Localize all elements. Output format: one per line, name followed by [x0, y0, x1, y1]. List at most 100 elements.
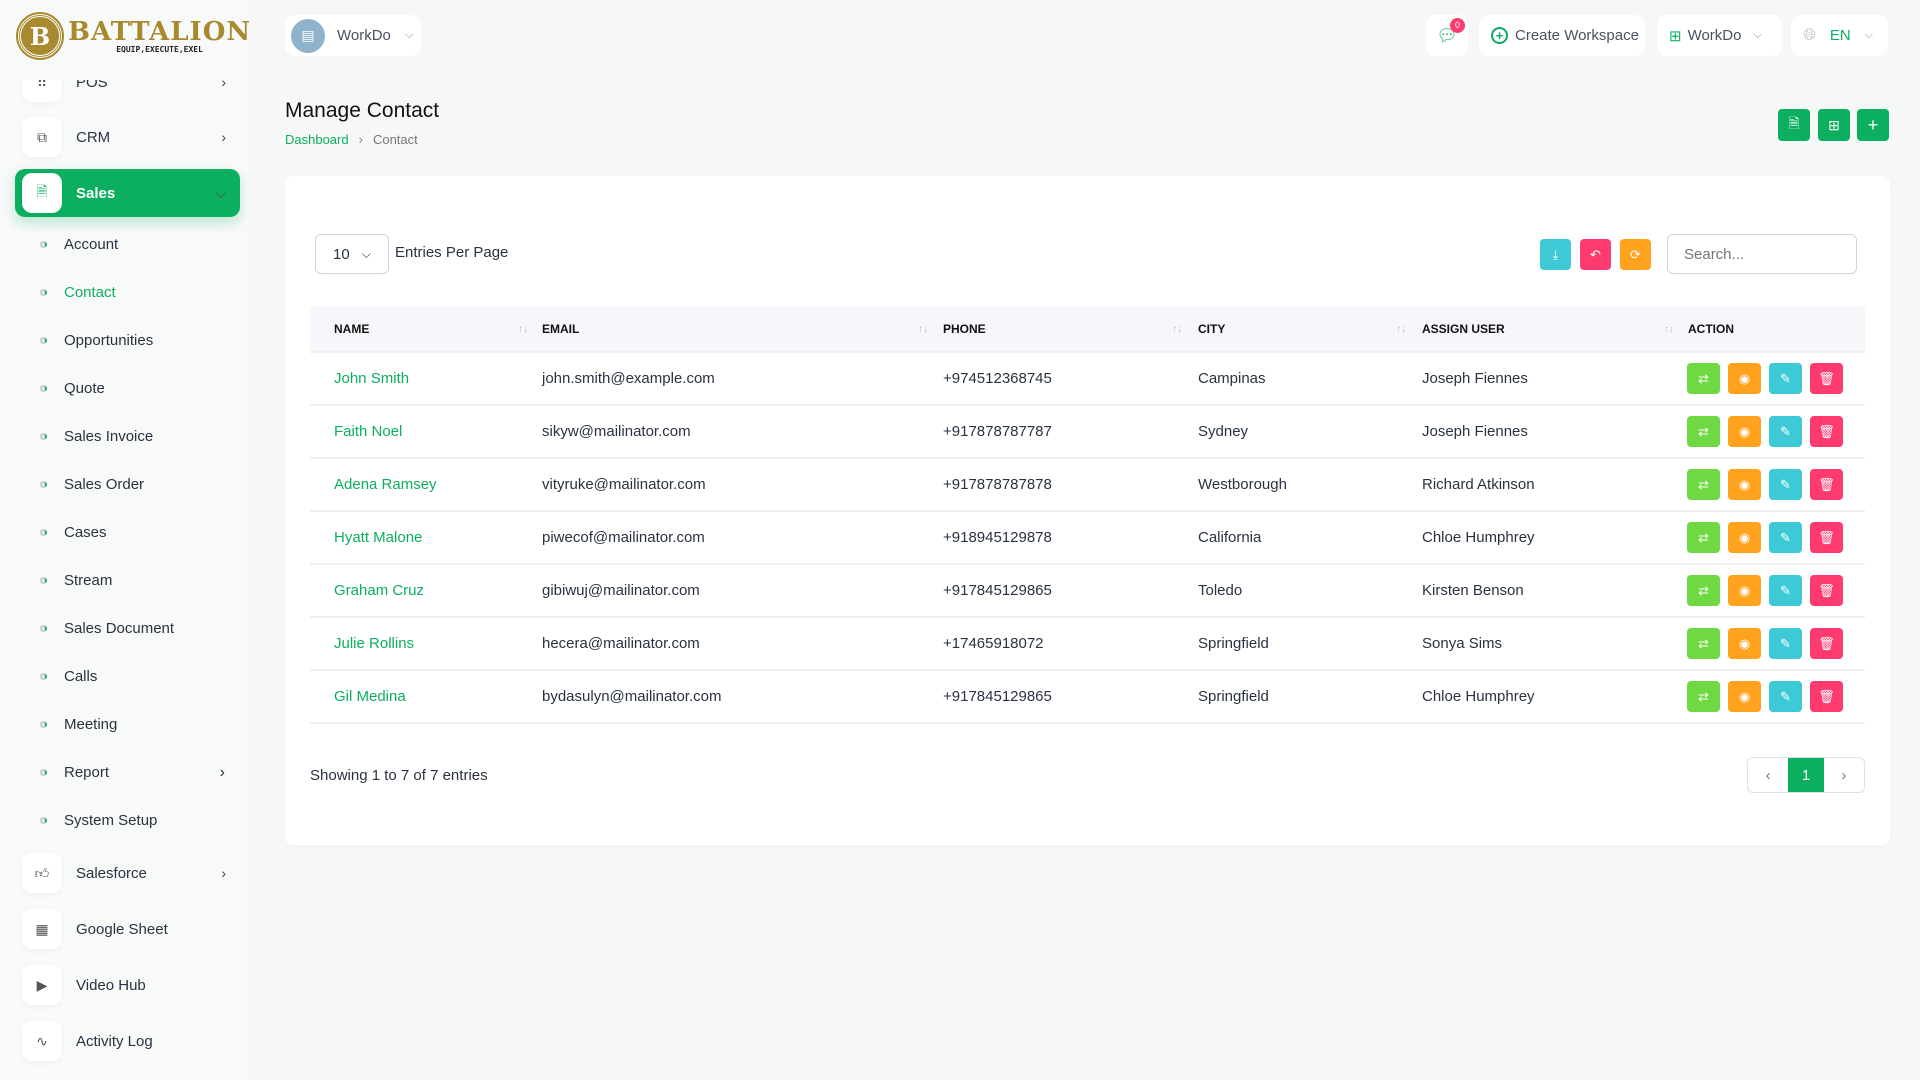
- breadcrumb-dashboard[interactable]: Dashboard: [285, 132, 349, 147]
- column-name[interactable]: NAME: [334, 322, 370, 336]
- pencil-icon: ✎: [1780, 529, 1791, 545]
- column-phone[interactable]: PHONE: [943, 322, 986, 336]
- contact-name-link[interactable]: Hyatt Malone: [334, 529, 423, 546]
- convert-button[interactable]: ⇄: [1687, 416, 1720, 447]
- edit-button[interactable]: ✎: [1769, 363, 1802, 394]
- delete-button[interactable]: 🗑︎: [1810, 575, 1843, 606]
- column-city[interactable]: CITY: [1198, 322, 1226, 336]
- contact-name-link[interactable]: John Smith: [334, 370, 410, 387]
- edit-button[interactable]: ✎: [1769, 416, 1802, 447]
- search-input[interactable]: [1667, 234, 1857, 274]
- sort-icon[interactable]: ↑↓: [1664, 324, 1674, 335]
- convert-icon: ⇄: [1698, 423, 1709, 439]
- view-button[interactable]: ◉: [1728, 681, 1761, 712]
- sidebar-subitem-report[interactable]: Report ›: [40, 764, 225, 781]
- view-button[interactable]: ◉: [1728, 416, 1761, 447]
- contact-name-link[interactable]: Graham Cruz: [334, 582, 425, 599]
- table-row: Faith Noel sikyw@mailinator.com +9178787…: [310, 406, 1865, 459]
- sidebar-subitem-stream[interactable]: Stream: [40, 572, 225, 589]
- sidebar-item-sales[interactable]: 🗎 Sales ⌵: [15, 169, 240, 217]
- sidebar-item-salesforce[interactable]: 👍︎ Salesforce ›: [15, 849, 240, 897]
- sidebar-subitem-contact[interactable]: Contact: [40, 284, 225, 301]
- contact-name-link[interactable]: Gil Medina: [334, 688, 406, 705]
- edit-button[interactable]: ✎: [1769, 681, 1802, 712]
- delete-button[interactable]: 🗑︎: [1810, 469, 1843, 500]
- reload-button[interactable]: ⟳: [1620, 239, 1651, 270]
- delete-button[interactable]: 🗑︎: [1810, 363, 1843, 394]
- sort-icon[interactable]: ↑↓: [918, 324, 928, 335]
- convert-icon: ⇄: [1698, 370, 1709, 386]
- view-button[interactable]: ◉: [1728, 469, 1761, 500]
- sidebar-item-crm[interactable]: ⧉ CRM ›: [15, 113, 240, 161]
- grid-view-button[interactable]: ⊞: [1818, 109, 1850, 141]
- convert-button[interactable]: ⇄: [1687, 522, 1720, 553]
- pencil-icon: ✎: [1780, 688, 1791, 704]
- delete-button[interactable]: 🗑︎: [1810, 628, 1843, 659]
- create-workspace-button[interactable]: + Create Workspace: [1479, 15, 1645, 56]
- import-button[interactable]: 🗎: [1778, 109, 1810, 141]
- sort-icon[interactable]: ↑↓: [1396, 324, 1406, 335]
- contact-name-link[interactable]: Adena Ramsey: [334, 476, 437, 493]
- sidebar-subitem-opportunities[interactable]: Opportunities: [40, 332, 225, 349]
- prev-page-button[interactable]: ‹: [1765, 766, 1771, 784]
- view-button[interactable]: ◉: [1728, 522, 1761, 553]
- trash-icon: 🗑︎: [1818, 582, 1835, 598]
- edit-button[interactable]: ✎: [1769, 628, 1802, 659]
- sidebar-subitem-quote[interactable]: Quote: [40, 380, 225, 397]
- edit-button[interactable]: ✎: [1769, 469, 1802, 500]
- reset-button[interactable]: ↶: [1580, 239, 1611, 270]
- sidebar-subitem-label: System Setup: [64, 812, 158, 829]
- delete-button[interactable]: 🗑︎: [1810, 522, 1843, 553]
- workspace-switcher[interactable]: ⊞ WorkDo ⌵: [1657, 15, 1782, 56]
- view-button[interactable]: ◉: [1728, 575, 1761, 606]
- file-import-icon: 🗎: [1788, 115, 1800, 131]
- convert-button[interactable]: ⇄: [1687, 363, 1720, 394]
- add-contact-button[interactable]: +: [1857, 109, 1889, 141]
- view-button[interactable]: ◉: [1728, 628, 1761, 659]
- grid-icon: ⊞: [1828, 116, 1840, 133]
- sidebar-subitem-sales-document[interactable]: Sales Document: [40, 620, 225, 637]
- sort-icon[interactable]: ↑↓: [1172, 324, 1182, 335]
- edit-button[interactable]: ✎: [1769, 522, 1802, 553]
- sidebar-subitem-meeting[interactable]: Meeting: [40, 716, 225, 733]
- entries-per-page-select[interactable]: 10 ⌵: [315, 234, 389, 274]
- bullet-icon: [40, 433, 47, 440]
- sidebar-subitem-sales-order[interactable]: Sales Order: [40, 476, 225, 493]
- sidebar-item-video-hub[interactable]: ▶ Video Hub: [15, 961, 240, 1009]
- messages-button[interactable]: 💬︎ 0: [1426, 15, 1468, 56]
- sidebar-subitem-system-setup[interactable]: System Setup: [40, 812, 225, 829]
- convert-button[interactable]: ⇄: [1687, 681, 1720, 712]
- sidebar-subitem-account[interactable]: Account: [40, 236, 225, 253]
- sidebar-subitem-sales-invoice[interactable]: Sales Invoice: [40, 428, 225, 445]
- edit-button[interactable]: ✎: [1769, 575, 1802, 606]
- sort-icon[interactable]: ↑↓: [518, 324, 528, 335]
- convert-icon: ⇄: [1698, 476, 1709, 492]
- contact-name-link[interactable]: Faith Noel: [334, 423, 403, 440]
- sidebar-item-pos[interactable]: ⠿ POS ›: [15, 80, 240, 106]
- trash-icon: 🗑︎: [1818, 635, 1835, 651]
- convert-button[interactable]: ⇄: [1687, 469, 1720, 500]
- workspace-selector[interactable]: ▤ WorkDo ⌵: [285, 15, 421, 56]
- export-button[interactable]: ⤓: [1540, 239, 1571, 270]
- delete-button[interactable]: 🗑︎: [1810, 416, 1843, 447]
- sidebar-subitem-label: Account: [64, 236, 119, 253]
- sidebar-subitem-label: Sales Document: [64, 620, 175, 637]
- sidebar-item-google-sheet[interactable]: ▦ Google Sheet: [15, 905, 240, 953]
- column-email[interactable]: EMAIL: [542, 322, 580, 336]
- convert-button[interactable]: ⇄: [1687, 628, 1720, 659]
- column-assign-user[interactable]: ASSIGN USER: [1422, 322, 1505, 336]
- language-selector[interactable]: 🌐︎ EN ⌵: [1791, 15, 1888, 56]
- view-button[interactable]: ◉: [1728, 363, 1761, 394]
- delete-button[interactable]: 🗑︎: [1810, 681, 1843, 712]
- table-row: Adena Ramsey vityruke@mailinator.com +91…: [310, 459, 1865, 512]
- page-1-button[interactable]: 1: [1788, 758, 1824, 792]
- sidebar-item-activity-log[interactable]: ∿ Activity Log: [15, 1017, 240, 1065]
- contact-city: Campinas: [1198, 370, 1266, 387]
- thumbs-up-icon: 👍︎: [22, 853, 62, 893]
- sidebar-subitem-cases[interactable]: Cases: [40, 524, 225, 541]
- next-page-button[interactable]: ›: [1841, 766, 1847, 784]
- chevron-down-icon: ⌵: [361, 246, 371, 261]
- sidebar-subitem-calls[interactable]: Calls: [40, 668, 225, 685]
- contact-name-link[interactable]: Julie Rollins: [334, 635, 415, 652]
- convert-button[interactable]: ⇄: [1687, 575, 1720, 606]
